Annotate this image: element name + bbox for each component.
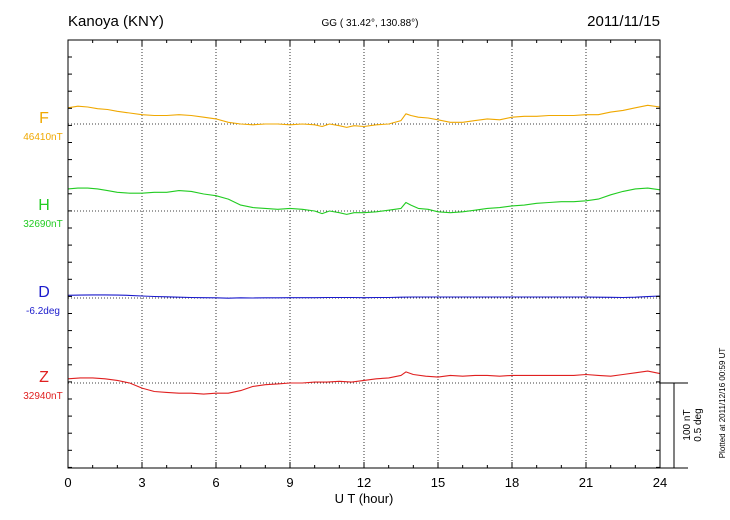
series-baseline-H: 32690nT	[23, 219, 62, 230]
x-axis-label: U T (hour)	[335, 491, 394, 506]
series-labels: F 46410nT H 32690nT D -6.2deg Z 32940nT	[23, 110, 62, 402]
series-line-H	[67, 187, 661, 215]
x-tick-label-3: 3	[138, 475, 145, 490]
series-line-D	[67, 294, 661, 299]
scale-bar: 100 nT 0.5 deg	[660, 382, 704, 469]
x-tick-label-12: 12	[357, 475, 371, 490]
series-name-H: H	[38, 197, 50, 214]
station-title: Kanoya (KNY)	[68, 13, 164, 30]
x-tick-label-9: 9	[286, 475, 293, 490]
series-line-Z	[67, 370, 661, 395]
plotted-note: Plotted at 2011/12/16 00:59 UT	[718, 348, 727, 459]
x-tick-label-24: 24	[653, 475, 667, 490]
x-tick-label-15: 15	[431, 475, 445, 490]
series-name-D: D	[38, 284, 50, 301]
x-tick-label-0: 0	[64, 475, 71, 490]
x-tick-label-18: 18	[505, 475, 519, 490]
series-lines	[67, 104, 661, 395]
scale-label-deg: 0.5 deg	[693, 408, 704, 441]
series-name-Z: Z	[39, 369, 49, 386]
series-line-F	[67, 104, 661, 128]
series-baseline-Z: 32940nT	[23, 391, 62, 402]
x-tick-label-6: 6	[212, 475, 219, 490]
station-coords: GG ( 31.42°, 130.88°)	[322, 18, 419, 29]
series-baseline-F: 46410nT	[23, 132, 62, 143]
series-name-F: F	[39, 110, 49, 127]
date-label: 2011/11/15	[587, 13, 660, 30]
series-baseline-D: -6.2deg	[26, 306, 60, 317]
grid	[68, 40, 660, 468]
axis-ticks: 0 3 6 9 12 15 18 21 24	[64, 40, 667, 490]
x-tick-label-21: 21	[579, 475, 593, 490]
scale-label-nt: 100 nT	[682, 409, 693, 440]
